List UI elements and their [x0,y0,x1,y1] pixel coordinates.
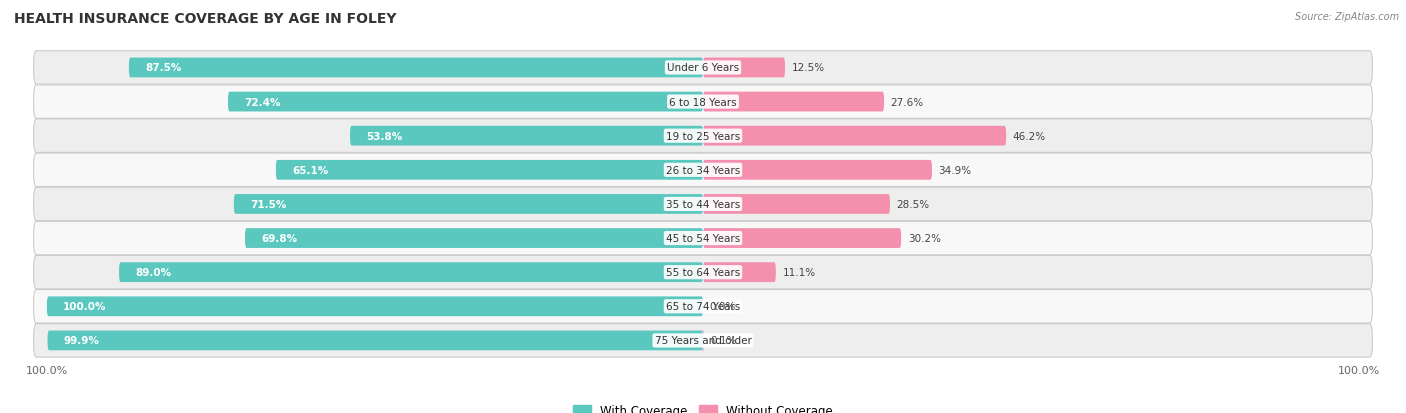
FancyBboxPatch shape [129,58,703,78]
FancyBboxPatch shape [703,161,932,180]
Text: Source: ZipAtlas.com: Source: ZipAtlas.com [1295,12,1399,22]
Text: 30.2%: 30.2% [908,233,941,243]
Text: 6 to 18 Years: 6 to 18 Years [669,97,737,107]
FancyBboxPatch shape [703,58,785,78]
FancyBboxPatch shape [120,263,703,282]
Text: 75 Years and older: 75 Years and older [655,336,751,346]
FancyBboxPatch shape [245,229,703,248]
Text: 45 to 54 Years: 45 to 54 Years [666,233,740,243]
FancyBboxPatch shape [350,126,703,146]
FancyBboxPatch shape [34,290,1372,323]
FancyBboxPatch shape [34,256,1372,289]
Text: 0.1%: 0.1% [710,336,737,346]
FancyBboxPatch shape [233,195,703,214]
Text: 26 to 34 Years: 26 to 34 Years [666,166,740,176]
FancyBboxPatch shape [702,331,704,351]
FancyBboxPatch shape [48,331,703,351]
FancyBboxPatch shape [703,263,776,282]
Text: 99.9%: 99.9% [63,336,100,346]
FancyBboxPatch shape [34,188,1372,221]
Text: 100.0%: 100.0% [63,301,107,311]
Text: 34.9%: 34.9% [939,166,972,176]
Legend: With Coverage, Without Coverage: With Coverage, Without Coverage [568,399,838,413]
FancyBboxPatch shape [34,324,1372,357]
Text: 46.2%: 46.2% [1012,131,1046,141]
Text: HEALTH INSURANCE COVERAGE BY AGE IN FOLEY: HEALTH INSURANCE COVERAGE BY AGE IN FOLE… [14,12,396,26]
Text: 53.8%: 53.8% [367,131,402,141]
FancyBboxPatch shape [34,154,1372,187]
Text: 0.0%: 0.0% [710,301,735,311]
Text: 71.5%: 71.5% [250,199,287,209]
Text: 72.4%: 72.4% [245,97,281,107]
FancyBboxPatch shape [276,161,703,180]
FancyBboxPatch shape [703,126,1007,146]
FancyBboxPatch shape [34,222,1372,255]
Text: 65 to 74 Years: 65 to 74 Years [666,301,740,311]
Text: 65.1%: 65.1% [292,166,329,176]
Text: 87.5%: 87.5% [145,63,181,73]
Text: 27.6%: 27.6% [890,97,924,107]
Text: 12.5%: 12.5% [792,63,825,73]
FancyBboxPatch shape [34,52,1372,85]
FancyBboxPatch shape [228,93,703,112]
FancyBboxPatch shape [703,229,901,248]
Text: 35 to 44 Years: 35 to 44 Years [666,199,740,209]
FancyBboxPatch shape [703,195,890,214]
FancyBboxPatch shape [34,85,1372,119]
Text: 69.8%: 69.8% [262,233,298,243]
Text: 28.5%: 28.5% [897,199,929,209]
Text: 55 to 64 Years: 55 to 64 Years [666,268,740,278]
FancyBboxPatch shape [703,93,884,112]
Text: 19 to 25 Years: 19 to 25 Years [666,131,740,141]
Text: Under 6 Years: Under 6 Years [666,63,740,73]
Text: 89.0%: 89.0% [135,268,172,278]
Text: 11.1%: 11.1% [782,268,815,278]
FancyBboxPatch shape [46,297,703,316]
FancyBboxPatch shape [34,120,1372,153]
